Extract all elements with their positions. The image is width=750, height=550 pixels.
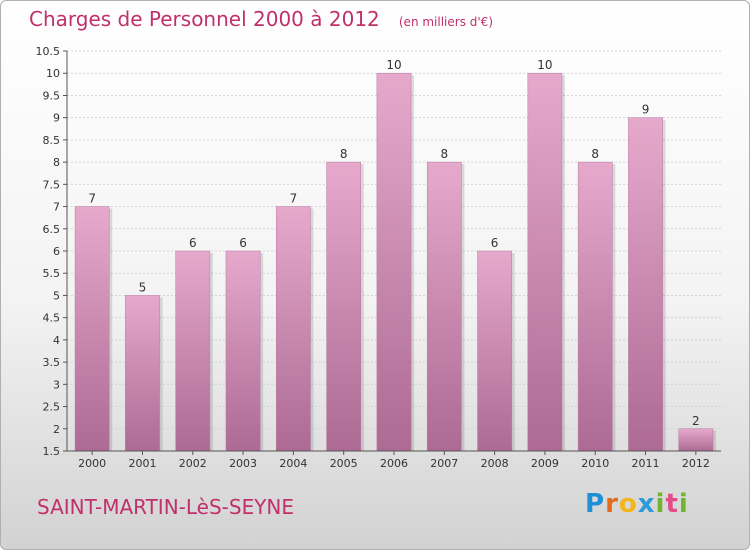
bar bbox=[527, 72, 563, 452]
y-tick-label: 9.5 bbox=[43, 89, 61, 102]
chart-subtitle: (en milliers d'€) bbox=[398, 15, 493, 29]
x-tick-label: 2009 bbox=[531, 457, 559, 470]
y-tick-label: 5 bbox=[53, 289, 60, 302]
data-label: 2 bbox=[692, 414, 700, 428]
data-label: 8 bbox=[340, 147, 348, 161]
x-tick-label: 2010 bbox=[581, 457, 609, 470]
bar bbox=[74, 206, 110, 452]
x-tick-label: 2001 bbox=[128, 457, 156, 470]
x-tick-label: 2002 bbox=[179, 457, 207, 470]
bar bbox=[175, 250, 211, 452]
bar bbox=[326, 161, 362, 452]
bar bbox=[678, 428, 714, 452]
logo-letter: i bbox=[655, 489, 666, 519]
y-tick-label: 8.5 bbox=[43, 134, 61, 147]
x-tick-label: 2000 bbox=[78, 457, 106, 470]
y-tick-label: 3.5 bbox=[43, 356, 61, 369]
y-tick-label: 4 bbox=[53, 334, 60, 347]
x-tick-label: 2004 bbox=[279, 457, 307, 470]
data-label: 10 bbox=[386, 58, 401, 72]
x-tick-label: 2008 bbox=[481, 457, 509, 470]
y-tick-label: 9 bbox=[53, 112, 60, 125]
data-label: 6 bbox=[239, 236, 247, 250]
x-tick-label: 2007 bbox=[430, 457, 458, 470]
y-tick-label: 1.5 bbox=[43, 445, 61, 458]
x-tick-label: 2011 bbox=[632, 457, 660, 470]
bar bbox=[225, 250, 261, 452]
data-label: 5 bbox=[139, 280, 147, 294]
x-tick-label: 2006 bbox=[380, 457, 408, 470]
x-tick-label: 2003 bbox=[229, 457, 257, 470]
y-tick-label: 7 bbox=[53, 201, 60, 214]
data-label: 8 bbox=[591, 147, 599, 161]
y-tick-label: 7.5 bbox=[43, 178, 61, 191]
y-tick-label: 8 bbox=[53, 156, 60, 169]
chart-title: Charges de Personnel 2000 à 2012 bbox=[29, 7, 380, 31]
bar bbox=[426, 161, 462, 452]
data-label: 7 bbox=[290, 192, 298, 206]
data-label: 9 bbox=[642, 103, 650, 117]
logo-letter: t bbox=[665, 489, 679, 519]
bar bbox=[125, 295, 160, 452]
data-label: 6 bbox=[491, 236, 499, 250]
y-tick-label: 4.5 bbox=[43, 312, 61, 325]
y-tick-label: 2.5 bbox=[43, 401, 61, 414]
data-label: 6 bbox=[189, 236, 197, 250]
proxiti-logo: Proxiti bbox=[585, 489, 689, 519]
logo-letter: o bbox=[618, 489, 638, 519]
data-label: 10 bbox=[537, 58, 552, 72]
bar bbox=[477, 250, 512, 452]
y-tick-label: 6.5 bbox=[43, 223, 61, 236]
y-tick-label: 10 bbox=[46, 67, 60, 80]
logo-letter: x bbox=[637, 489, 656, 519]
bar bbox=[376, 72, 412, 452]
logo-letter: i bbox=[678, 489, 689, 519]
y-tick-label: 6 bbox=[53, 245, 60, 258]
bar bbox=[577, 161, 613, 452]
data-label: 7 bbox=[88, 192, 96, 206]
y-tick-label: 3 bbox=[53, 378, 60, 391]
logo-letter: P bbox=[585, 489, 606, 519]
x-tick-label: 2005 bbox=[330, 457, 358, 470]
title-row: Charges de Personnel 2000 à 2012 (en mil… bbox=[29, 7, 493, 31]
data-label: 8 bbox=[440, 147, 448, 161]
y-tick-label: 2 bbox=[53, 423, 60, 436]
bar bbox=[276, 206, 311, 452]
logo-letter: r bbox=[605, 489, 619, 519]
x-tick-label: 2012 bbox=[682, 457, 710, 470]
y-tick-label: 5.5 bbox=[43, 267, 61, 280]
y-tick-label: 10.5 bbox=[36, 45, 61, 58]
commune-name: SAINT-MARTIN-LèS-SEYNE bbox=[37, 495, 295, 519]
bar bbox=[628, 117, 663, 452]
